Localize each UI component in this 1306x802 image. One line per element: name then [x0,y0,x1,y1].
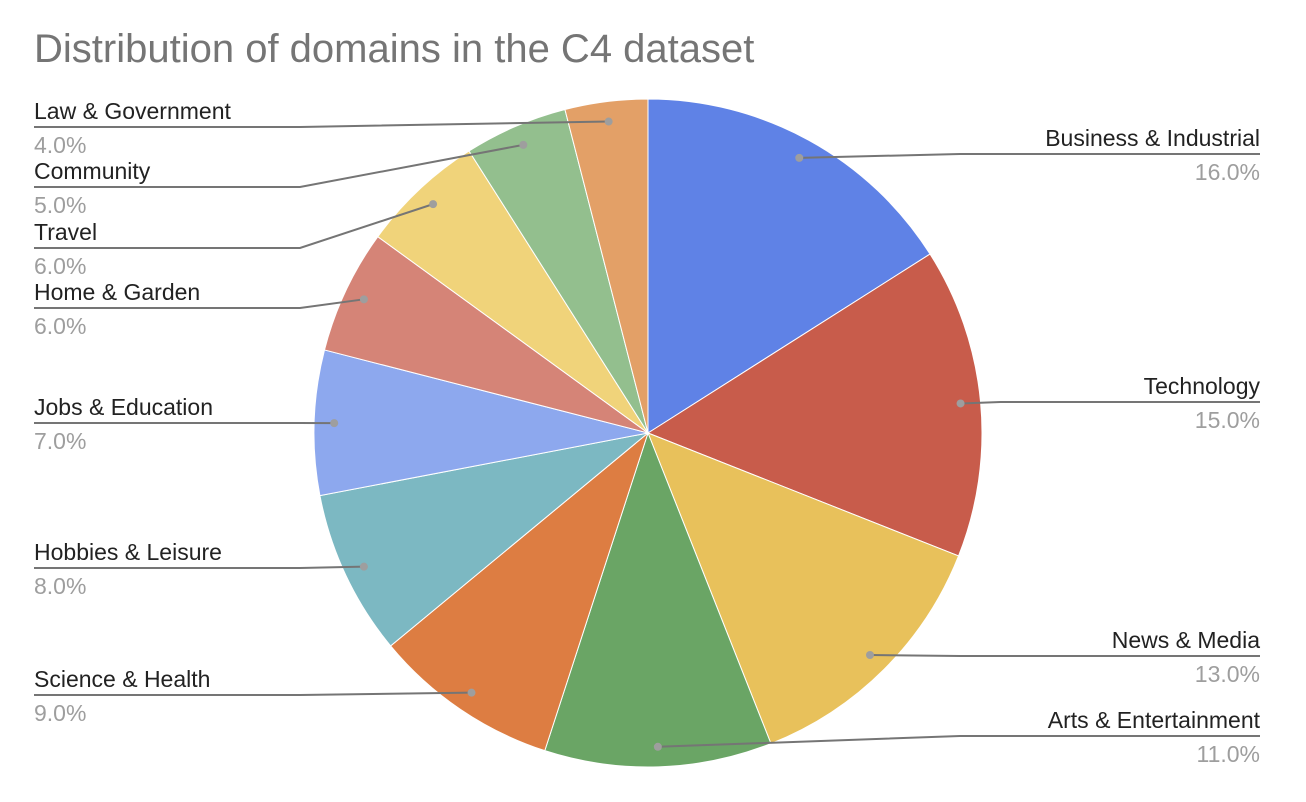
slice-label-hobbies-and-leisure: Hobbies & Leisure [34,539,222,565]
leader-dot-law-and-government [604,117,613,126]
slice-label-jobs-and-education: Jobs & Education [34,394,213,420]
pie-slice-hobbies-and-leisure [319,432,649,647]
slice-percent-community: 5.0% [34,192,86,218]
slice-label-news-and-media: News & Media [1112,627,1260,653]
slice-percent-home-and-garden: 6.0% [34,313,86,339]
leader-line-travel [34,203,434,249]
leader-line-law-and-government [34,120,609,128]
leader-dot-business-and-industrial [795,153,804,162]
leader-dot-science-and-health [467,688,476,697]
slice-percent-hobbies-and-leisure: 8.0% [34,573,86,599]
leader-line-hobbies-and-leisure [34,565,364,569]
slice-percent-science-and-health: 9.0% [34,700,86,726]
slice-labels: Business & Industrial 16.0% Technology 15.0… [34,98,1261,767]
chart-title: Distribution of domains in the C4 datase… [34,27,754,71]
pie-slices [313,98,983,768]
leader-line-business-and-industrial [799,153,1260,159]
slice-label-law-and-government: Law & Government [34,98,231,124]
leader-dot-community [519,140,528,149]
leader-dot-hobbies-and-leisure [359,562,368,571]
leader-dot-travel [429,200,438,209]
pie-slice-news-and-media [647,432,960,745]
slice-label-technology: Technology [1144,373,1261,399]
leader-line-news-and-media [869,654,1260,657]
pie-slice-technology [646,253,983,557]
pie-slice-arts-and-entertainment [544,431,772,768]
pie-slice-home-and-garden [323,235,649,434]
slice-label-travel: Travel [34,219,97,245]
leader-line-science-and-health [34,691,472,696]
pie-slice-science-and-health [389,431,650,752]
slice-percent-arts-and-entertainment: 11.0% [1196,741,1260,767]
slice-percent-technology: 15.0% [1195,407,1260,433]
leader-dot-news-and-media [866,651,874,659]
leader-dot-jobs-and-education [330,419,339,428]
leader-line-technology [960,401,1260,405]
leader-line-community [34,143,524,188]
leader-lines [34,117,1260,751]
leader-dot-technology [956,399,965,408]
leader-line-arts-and-entertainment [657,735,1260,748]
slice-percent-travel: 6.0% [34,253,86,279]
slice-label-community: Community [34,158,151,184]
pie-slice-law-and-government [564,98,649,434]
leader-dot-home-and-garden [359,295,368,304]
slice-label-science-and-health: Science & Health [34,666,210,692]
pie-slice-travel [377,150,649,434]
leader-dot-arts-and-entertainment [653,742,662,751]
pie-slice-business-and-industrial [647,98,931,434]
slice-label-arts-and-entertainment: Arts & Entertainment [1048,707,1261,733]
slice-percent-law-and-government: 4.0% [34,132,86,158]
slice-label-home-and-garden: Home & Garden [34,279,200,305]
slice-percent-news-and-media: 13.0% [1195,661,1260,687]
slice-percent-jobs-and-education: 7.0% [34,428,86,454]
leader-line-home-and-garden [34,298,365,309]
slice-label-business-and-industrial: Business & Industrial [1045,125,1260,151]
slice-percent-business-and-industrial: 16.0% [1195,159,1260,185]
